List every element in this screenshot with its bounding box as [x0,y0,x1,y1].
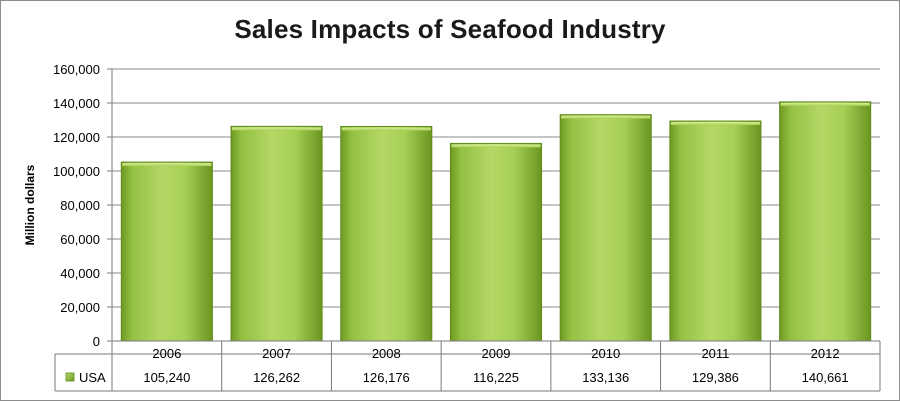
bar [449,142,543,342]
table-cell-value: 116,225 [473,370,519,385]
table-cell-value: 140,661 [802,370,849,385]
y-tick-label: 120,000 [53,130,100,145]
y-tick-label: 140,000 [53,96,100,111]
legend-swatch [65,372,75,382]
bar-2006 [120,161,213,342]
bar [340,126,433,342]
chart-title: Sales Impacts of Seafood Industry [234,14,666,44]
bar-top-highlight [341,127,431,131]
y-tick-label: 40,000 [60,266,100,281]
bar-top-highlight [780,102,870,106]
bar-2011 [669,120,762,342]
bar-top-highlight [670,122,760,126]
table-cell-value: 126,262 [253,370,300,385]
bar-2008 [340,126,433,342]
bar-top-highlight [451,144,541,148]
bar [120,161,213,342]
bar [669,120,762,342]
table-cell-value: 126,176 [363,370,410,385]
bar [559,114,652,342]
y-tick-label: 0 [93,334,100,349]
bar [779,101,872,342]
y-tick-label: 160,000 [53,62,100,77]
x-tick-label: 2011 [701,346,729,361]
x-tick-label: 2010 [591,346,620,361]
x-tick-label: 2006 [152,346,181,361]
bar-2009 [449,142,543,342]
y-tick-label: 20,000 [60,300,100,315]
bar-top-highlight [232,127,322,131]
y-tick-label: 80,000 [60,198,100,213]
y-tick-label: 60,000 [60,232,100,247]
table-cell-value: 133,136 [582,370,629,385]
table-cell-value: 105,240 [143,370,190,385]
legend-label: USA [79,370,106,385]
bar [230,125,323,342]
bar-top-highlight [561,115,651,119]
x-tick-label: 2008 [372,346,401,361]
x-tick-label: 2007 [262,346,291,361]
bar-2012 [779,101,872,342]
bar-2010 [559,114,652,342]
x-tick-label: 2012 [811,346,840,361]
bar-2007 [230,125,323,342]
table-cell-value: 129,386 [692,370,739,385]
bar-top-highlight [122,163,212,167]
y-tick-label: 100,000 [53,164,100,179]
x-tick-label: 2009 [482,346,511,361]
